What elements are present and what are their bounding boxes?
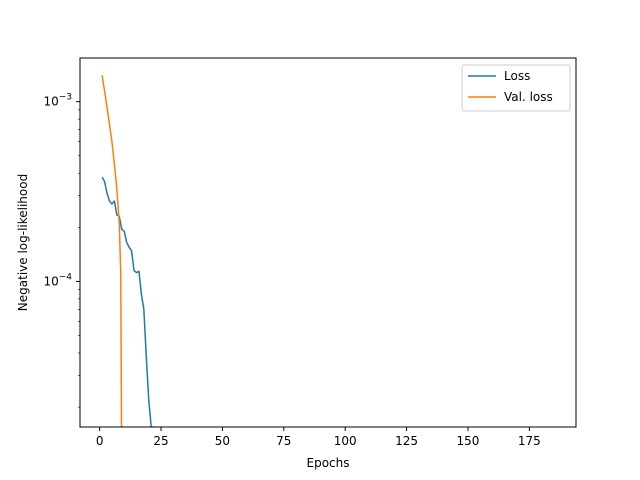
legend-label: Val. loss bbox=[504, 90, 553, 104]
x-tick-label: 0 bbox=[96, 434, 104, 448]
axes-frame bbox=[79, 57, 577, 428]
y-tick-label: 10−4 bbox=[43, 272, 72, 288]
y-tick-label: 10−3 bbox=[43, 93, 72, 109]
x-tick-label: 125 bbox=[395, 434, 418, 448]
y-axis: 10−3 10−4 bbox=[43, 93, 80, 408]
series-line-2 bbox=[101, 75, 123, 427]
x-tick-label: 175 bbox=[518, 434, 541, 448]
plot-area bbox=[101, 75, 154, 427]
x-tick-label: 100 bbox=[334, 434, 357, 448]
x-axis: 0 25 50 75 100 125 150 175 bbox=[96, 427, 541, 448]
legend-label: Loss bbox=[504, 69, 530, 83]
x-tick-label: 50 bbox=[215, 434, 230, 448]
x-tick-label: 25 bbox=[153, 434, 168, 448]
x-axis-label: Epochs bbox=[307, 456, 350, 470]
x-tick-label: 75 bbox=[276, 434, 291, 448]
legend: Loss Val. loss bbox=[461, 64, 571, 112]
series-line-1 bbox=[101, 176, 154, 427]
x-tick-label: 150 bbox=[457, 434, 480, 448]
y-axis-label: Negative log-likelihood bbox=[16, 174, 30, 311]
